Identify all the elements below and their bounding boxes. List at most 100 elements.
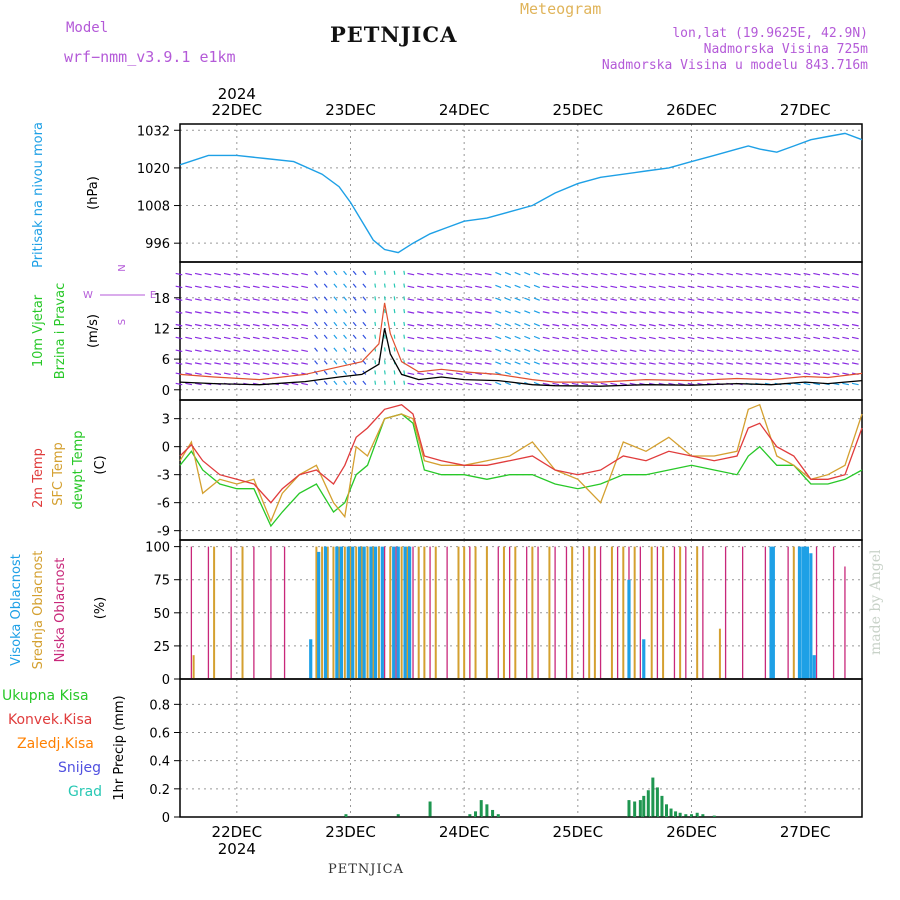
wind-barb	[514, 335, 521, 340]
wind-barb	[374, 283, 377, 288]
wind-barb	[813, 285, 821, 289]
wind-barb	[333, 283, 338, 288]
wind-barb	[552, 323, 560, 327]
wind-barb	[610, 272, 618, 276]
wind-barb	[403, 309, 406, 314]
wind-barb	[352, 309, 357, 314]
wind-barb	[175, 298, 183, 301]
wind-barb	[716, 298, 724, 301]
precip-bar	[474, 811, 478, 817]
wind-barb	[272, 362, 280, 365]
wind-barb	[301, 382, 308, 386]
wind-barb	[436, 285, 444, 289]
wind-barb	[774, 298, 782, 301]
wind-barb	[301, 362, 308, 365]
wind-barb	[281, 298, 289, 301]
wind-barb	[697, 272, 705, 276]
wind-barb	[262, 298, 270, 301]
wind-barb	[407, 285, 415, 289]
wind-barb	[668, 349, 676, 353]
wind-barb	[374, 296, 377, 301]
wind-barb	[571, 382, 579, 386]
wind-barb	[484, 382, 492, 386]
wind-barb	[735, 298, 743, 301]
wind-barb	[706, 298, 714, 301]
wind-barb	[436, 311, 444, 314]
wind-barb	[658, 323, 666, 327]
wind-barb	[832, 311, 840, 314]
wind-barb	[745, 311, 753, 314]
wind-barb	[687, 349, 695, 353]
wind-barb	[417, 362, 424, 365]
wind-barb	[764, 311, 772, 314]
wind-barb	[252, 349, 260, 353]
wind-barb	[262, 362, 270, 365]
wind-barb	[291, 372, 299, 376]
wind-barb	[281, 336, 289, 340]
wind-barb	[629, 336, 637, 340]
wind-barb	[393, 334, 396, 339]
wind-barb	[446, 272, 453, 276]
wind-barb	[417, 298, 424, 301]
wind-barb	[591, 382, 598, 386]
wind-barb	[706, 311, 714, 314]
wind-barb	[233, 349, 241, 353]
wind-barb	[755, 336, 763, 340]
wind-barb	[735, 349, 743, 353]
wind-barb	[677, 362, 685, 365]
wind-barb	[233, 372, 241, 376]
wind-barb	[291, 272, 299, 276]
precip-ytick-label: 0.8	[149, 698, 170, 713]
wind-barb	[393, 380, 396, 385]
wind-barb	[436, 372, 444, 376]
wind-barb	[639, 285, 647, 289]
wind-barb	[514, 297, 521, 301]
wind-barb	[542, 372, 550, 376]
wind-barb	[314, 380, 319, 386]
wind-barb	[426, 272, 434, 276]
wind-barb	[842, 372, 850, 376]
wind-barb	[562, 336, 569, 340]
wind-barb	[687, 382, 695, 386]
wind-barb	[581, 272, 589, 276]
wind-barb	[793, 362, 801, 365]
wind-barb	[314, 334, 319, 340]
wind-barb	[581, 382, 589, 386]
wind-barb	[504, 284, 511, 289]
wind-barb	[524, 310, 531, 314]
wind-barb	[600, 311, 608, 314]
wind-barb	[726, 372, 734, 376]
wind-barb	[362, 360, 367, 365]
wind-barb	[223, 285, 231, 289]
wind-barb	[552, 298, 560, 301]
wind-barb	[716, 362, 724, 365]
wind-barb	[735, 362, 743, 365]
wind-barb	[272, 272, 280, 276]
wind-barb	[813, 362, 821, 365]
wind-barb	[524, 361, 531, 365]
wind-barb	[620, 285, 627, 289]
wind-barb	[495, 348, 502, 353]
compass-e: E	[150, 290, 156, 301]
wind-barb	[194, 272, 202, 276]
wind-barb	[668, 323, 676, 327]
wind-barb	[697, 285, 705, 289]
pressure-ytick-label: 1032	[137, 124, 170, 139]
meteogram-label: Meteogram	[520, 0, 602, 18]
wind-barb	[262, 323, 270, 327]
wind-barb	[262, 272, 270, 276]
wind-barb	[407, 362, 415, 365]
wind-barb	[533, 348, 540, 353]
wind-barb	[362, 270, 367, 276]
wind-barb	[687, 372, 695, 376]
wind-barb	[214, 285, 222, 289]
wind-barb	[504, 297, 511, 301]
wind-barb	[352, 296, 357, 301]
elevation-line: Nadmorska Visina 725m	[703, 42, 868, 57]
wind-barb	[591, 349, 598, 353]
wind-barb	[223, 336, 231, 340]
wind-barb	[581, 362, 589, 365]
dewpoint-line	[179, 413, 863, 528]
wind-barb	[533, 381, 540, 386]
wind-barb	[793, 336, 801, 340]
